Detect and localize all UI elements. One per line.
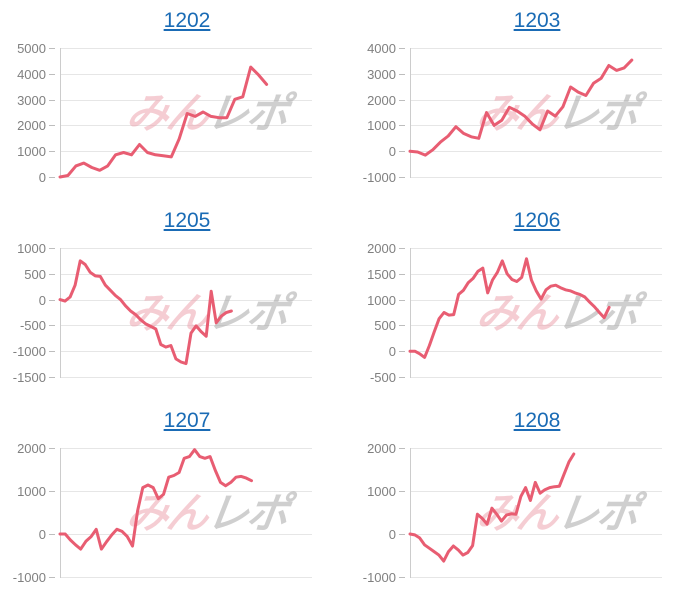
- watermark-pink-part: みん: [474, 490, 564, 537]
- chart-card-2: 1203 4000 3000 2000 1000 0 -1000 みんレポ: [350, 0, 700, 200]
- watermark-text: みんレポ: [474, 290, 649, 337]
- data-line: [408, 257, 611, 359]
- line-chart-2: 4000 3000 2000 1000 0 -1000 みんレポ: [363, 41, 662, 185]
- y-tick-label: -1000: [363, 170, 396, 185]
- y-tick-label: 2000: [367, 241, 396, 256]
- line-chart-5: 2000 1000 0 -1000 みんレポ: [13, 441, 312, 585]
- watermark-gray-part: レポ: [554, 90, 649, 137]
- y-tick-label: 1000: [367, 293, 396, 308]
- watermark-text: みんレポ: [474, 90, 649, 137]
- watermark-pink-part: みん: [124, 490, 214, 537]
- y-tick-label: 1000: [367, 118, 396, 133]
- y-tick-label: -1500: [13, 370, 46, 385]
- chart-card-5: 1207 2000 1000 0 -1000 みんレポ: [0, 400, 350, 600]
- y-tick-label: 0: [39, 170, 46, 185]
- y-tick-label: 3000: [17, 93, 46, 108]
- y-tick-label: 4000: [17, 67, 46, 82]
- line-chart-4: 2000 1500 1000 500 0 -500 みんレポ: [367, 241, 662, 385]
- y-tick-label: 1000: [17, 241, 46, 256]
- data-line: [408, 58, 634, 157]
- y-tick-label: 0: [389, 144, 396, 159]
- chart-title-link-5[interactable]: 1207: [163, 409, 211, 432]
- y-tick-label: 1500: [367, 267, 396, 282]
- watermark-text: みんレポ: [124, 90, 299, 137]
- y-tick-label: 2000: [17, 118, 46, 133]
- y-tick-label: -1000: [13, 344, 46, 359]
- chart-title-link-1[interactable]: 1202: [163, 9, 211, 32]
- y-tick-label: 3000: [367, 67, 396, 82]
- line-chart-1: 5000 4000 3000 2000 1000 0 みんレポ: [17, 41, 312, 185]
- chart-card-3: 1205 1000 500 0 -500 -1000 -1500 みんレポ: [0, 200, 350, 400]
- y-tick-label: 1000: [17, 484, 46, 499]
- y-tick-label: 2000: [17, 441, 46, 456]
- y-tick-label: -1000: [13, 570, 46, 585]
- chart-title-link-6[interactable]: 1208: [513, 409, 561, 432]
- chart-card-1: 1202 5000 4000 3000 2000 1000 0 みんレポ: [0, 0, 350, 200]
- chart-card-4: 1206 2000 1500 1000 500 0 -500 みんレポ: [350, 200, 700, 400]
- watermark-gray-part: レポ: [204, 290, 299, 337]
- y-tick-label: 1000: [367, 484, 396, 499]
- watermark-gray-part: レポ: [554, 490, 649, 537]
- line-chart-6: 2000 1000 0 -1000 みんレポ: [363, 441, 662, 585]
- y-tick-label: 0: [39, 527, 46, 542]
- watermark-gray-part: レポ: [204, 490, 299, 537]
- y-tick-label: 2000: [367, 441, 396, 456]
- watermark-text: みんレポ: [124, 290, 299, 337]
- watermark-pink-part: みん: [474, 290, 564, 337]
- chart-title-link-3[interactable]: 1205: [163, 209, 211, 232]
- y-tick-label: 4000: [367, 41, 396, 56]
- y-tick-label: 5000: [17, 41, 46, 56]
- chart-card-6: 1208 2000 1000 0 -1000 みんレポ: [350, 400, 700, 600]
- line-chart-3: 1000 500 0 -500 -1000 -1500 みんレポ: [13, 241, 312, 385]
- y-tick-label: -500: [370, 370, 396, 385]
- y-tick-label: 0: [389, 344, 396, 359]
- data-line: [58, 259, 233, 366]
- watermark-gray-part: レポ: [204, 90, 299, 137]
- y-tick-label: 2000: [367, 93, 396, 108]
- chart-title-link-4[interactable]: 1206: [513, 209, 561, 232]
- y-tick-label: 0: [39, 293, 46, 308]
- y-tick-label: 1000: [17, 144, 46, 159]
- y-tick-label: 0: [389, 527, 396, 542]
- y-tick-label: -500: [20, 318, 46, 333]
- y-tick-label: 500: [374, 318, 396, 333]
- watermark-text: みんレポ: [474, 490, 649, 537]
- y-tick-label: -1000: [363, 570, 396, 585]
- data-line: [408, 452, 576, 563]
- data-line: [58, 65, 269, 179]
- watermark-text: みんレポ: [124, 490, 299, 537]
- data-line: [58, 448, 253, 551]
- y-tick-label: 500: [24, 267, 46, 282]
- chart-title-link-2[interactable]: 1203: [513, 9, 561, 32]
